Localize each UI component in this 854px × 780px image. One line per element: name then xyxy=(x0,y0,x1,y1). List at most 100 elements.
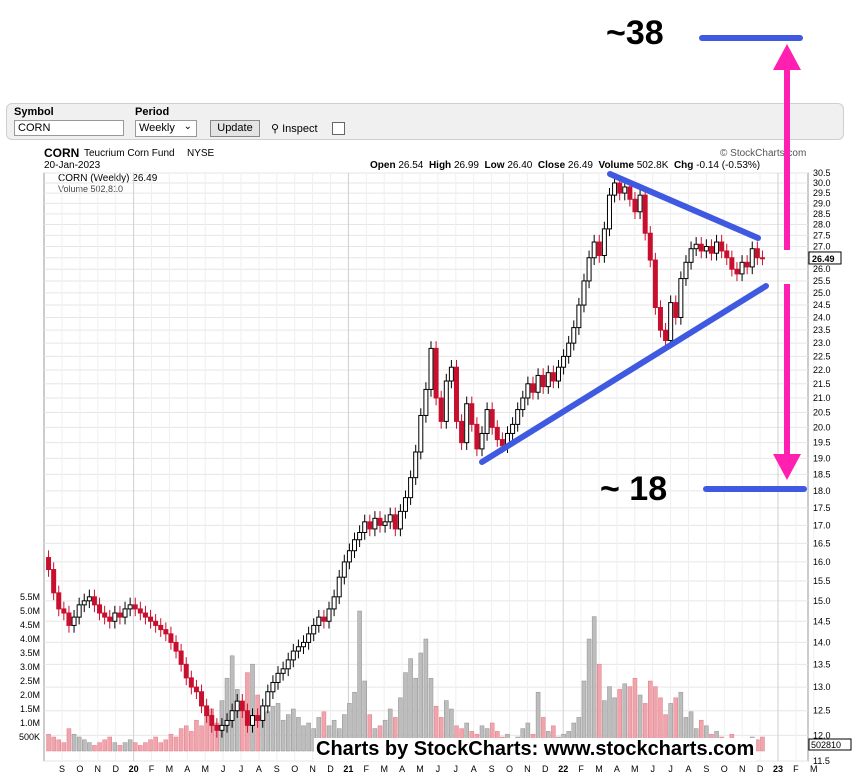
price-tick-label: 25.0 xyxy=(813,288,831,298)
volume-bar xyxy=(138,745,143,752)
price-tick-label: 21.0 xyxy=(813,393,831,403)
price-tick-label: 26.0 xyxy=(813,264,831,274)
volume-bar xyxy=(117,745,123,752)
candle-body xyxy=(550,372,556,382)
price-tick-label: 21.5 xyxy=(813,379,831,389)
volume-bar xyxy=(229,655,235,752)
annotations xyxy=(479,35,807,492)
candle-body xyxy=(188,677,194,688)
price-tick-label: 27.5 xyxy=(813,230,831,240)
volume-bar xyxy=(163,739,169,752)
candle-body xyxy=(433,347,439,399)
last-volume-label: 502810 xyxy=(811,740,841,750)
ohlc-readout: Open 26.54 High 26.99 Low 26.40 Close 26… xyxy=(370,160,760,171)
candle-body xyxy=(112,612,118,622)
candle-body xyxy=(688,248,694,263)
price-tick-label: 11.5 xyxy=(813,756,830,766)
volume-tick-label: 2.5M xyxy=(20,676,40,686)
volume-bar xyxy=(280,719,286,752)
price-tick-label: 29.0 xyxy=(813,198,831,208)
candle-body xyxy=(749,248,755,268)
candle-body xyxy=(683,261,689,280)
volume-bar xyxy=(158,742,163,752)
volume-bar xyxy=(127,739,133,752)
open-label: Open xyxy=(370,160,396,171)
candle-body xyxy=(413,451,419,479)
candle-body xyxy=(520,397,526,411)
candle-body xyxy=(204,705,210,717)
symbol-input[interactable]: CORN xyxy=(14,120,124,136)
time-tick-label: 22 xyxy=(558,764,568,774)
inspect-checkbox[interactable] xyxy=(332,122,345,135)
time-tick-label: J xyxy=(454,764,459,774)
time-tick-label: 23 xyxy=(773,764,783,774)
price-tick-label: 29.5 xyxy=(813,188,831,198)
candle-body xyxy=(469,403,475,425)
time-tick-label: N xyxy=(95,764,102,774)
candle-body xyxy=(372,517,378,530)
price-tick-label: 15.5 xyxy=(813,576,831,586)
volume-bar xyxy=(87,742,92,752)
volume-bar xyxy=(107,736,112,752)
volume-bar xyxy=(148,739,153,752)
candle-body xyxy=(260,705,266,721)
time-tick-label: O xyxy=(721,764,728,774)
volume-bar xyxy=(112,742,118,752)
candle-body xyxy=(555,366,561,382)
candle-body xyxy=(586,257,592,282)
volume-bar xyxy=(168,733,174,752)
volume-tick-label: 5.5M xyxy=(20,592,40,602)
volume-bar xyxy=(132,742,138,752)
price-tick-label: 28.5 xyxy=(813,209,831,219)
candle-body xyxy=(367,521,373,530)
volume-value: 502.8K xyxy=(636,160,669,171)
candle-body xyxy=(97,604,103,614)
price-tick-label: 23.0 xyxy=(813,338,831,348)
legend-price: CORN (Weekly) 26.49 xyxy=(58,173,158,184)
candle-body xyxy=(122,608,128,618)
candle-body xyxy=(612,182,618,196)
candle-body xyxy=(637,194,643,213)
time-tick-label: J xyxy=(650,764,655,774)
time-tick-label: D xyxy=(757,764,764,774)
candle-body xyxy=(714,241,720,254)
volume-tick-label: 4.0M xyxy=(20,634,40,644)
candle-body xyxy=(494,426,500,441)
candle-body xyxy=(331,596,337,610)
period-label: Period xyxy=(135,106,170,118)
candle-body xyxy=(627,186,633,200)
time-tick-label: J xyxy=(436,764,441,774)
candle-body xyxy=(663,329,669,342)
price-tick-label: 28.0 xyxy=(813,220,831,230)
time-tick-label: F xyxy=(149,764,155,774)
inspect-control[interactable]: ⚲ Inspect xyxy=(271,122,318,135)
candle-body xyxy=(561,355,567,368)
time-tick-label: A xyxy=(471,764,477,774)
candle-body xyxy=(306,633,312,643)
low-label: Low xyxy=(484,160,505,171)
candle-body xyxy=(525,383,531,399)
price-tick-label: 24.5 xyxy=(813,300,831,310)
candle-body xyxy=(392,514,398,530)
volume-bar xyxy=(173,736,179,752)
period-select[interactable]: Weekly ⌄ xyxy=(135,120,197,137)
candle-body xyxy=(515,409,521,425)
candle-body xyxy=(724,250,730,259)
candle-body xyxy=(321,616,327,622)
volume-bar xyxy=(178,728,184,752)
volume-bar xyxy=(591,616,597,752)
time-tick-label: M xyxy=(166,764,174,774)
candle-body xyxy=(285,659,291,670)
price-tick-label: 20.0 xyxy=(813,422,831,432)
volume-bar xyxy=(194,719,199,752)
candle-body xyxy=(137,608,143,614)
candle-body xyxy=(581,280,587,306)
volume-bar xyxy=(51,736,56,752)
volume-bar xyxy=(760,736,765,752)
time-tick-label: 21 xyxy=(343,764,353,774)
candle-body xyxy=(606,194,612,230)
volume-bar xyxy=(285,714,291,752)
candle-body xyxy=(754,248,760,259)
chart-exchange: NYSE xyxy=(187,148,215,159)
update-button[interactable]: Update xyxy=(210,120,260,137)
